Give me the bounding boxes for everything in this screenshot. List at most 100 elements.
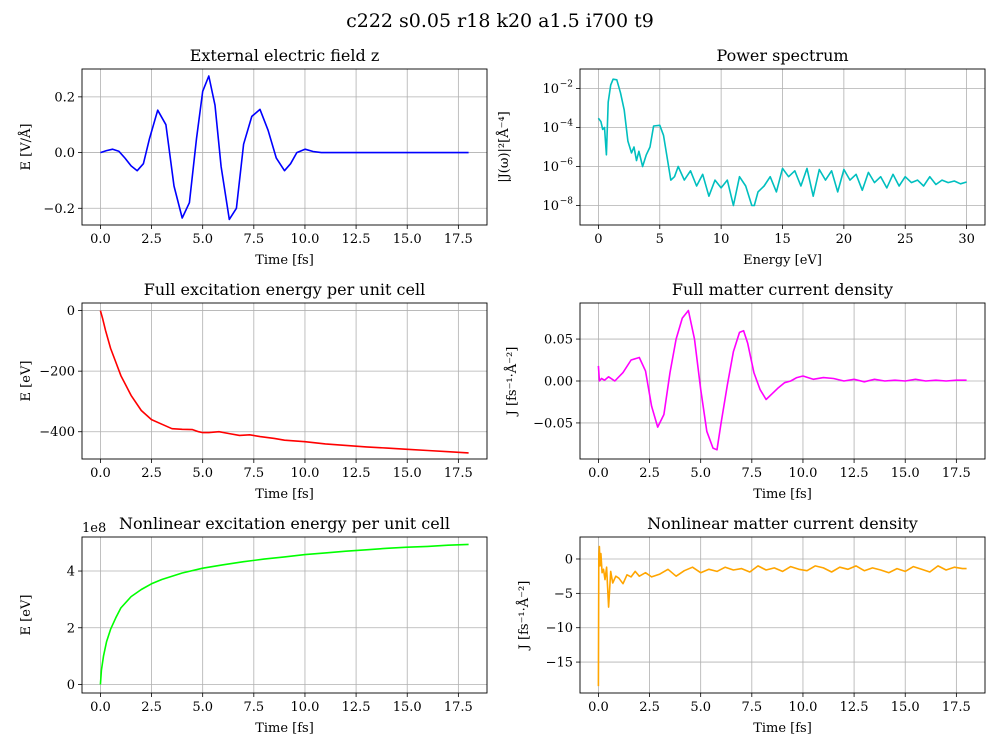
x-tick-label: 0.0 <box>588 700 609 715</box>
x-tick-label: 10.0 <box>788 700 817 715</box>
x-tick-label: 17.5 <box>444 232 473 247</box>
x-tick-label: 5.0 <box>192 232 213 247</box>
y-tick-label: 0 <box>565 552 573 567</box>
x-axis-label: Energy [eV] <box>743 253 822 268</box>
subplot-0: 0.0 2.5 5.0 7.5 10.0 12.5 15.0 17.5 −0.2 0.0 0.2 Ex… <box>18 46 487 268</box>
x-tick-label: 7.5 <box>243 232 264 247</box>
subplot-title: Full excitation energy per unit cell <box>144 280 425 299</box>
x-tick-label: 25 <box>897 232 914 247</box>
x-tick-label: 10.0 <box>290 466 319 481</box>
x-tick-label: 7.5 <box>741 700 762 715</box>
x-tick-label: 5.0 <box>690 700 711 715</box>
series-line-0 <box>598 311 966 450</box>
y-tick-label: 4 <box>67 565 75 580</box>
series-line-0 <box>100 544 468 684</box>
x-tick-label: 15.0 <box>891 466 920 481</box>
axes-frame <box>82 303 487 459</box>
x-tick-label: 17.5 <box>942 700 971 715</box>
y-tick-exponent: −6 <box>560 158 574 168</box>
y-axis-label: E [eV] <box>19 595 34 636</box>
x-tick-label: 0 <box>594 232 602 247</box>
series-line-0 <box>100 76 468 219</box>
x-axis-label: Time [fs] <box>255 253 314 268</box>
subplot-2: 0.0 2.5 5.0 7.5 10.0 12.5 15.0 17.5 −400 −200 0 Ful… <box>19 280 487 502</box>
y-tick-label: 0 <box>67 304 75 319</box>
x-tick-label: 17.5 <box>444 700 473 715</box>
x-tick-label: 0.0 <box>90 232 111 247</box>
y-tick-exponent: −2 <box>560 80 573 90</box>
x-axis-label: Time [fs] <box>753 721 812 736</box>
y-tick-label: −0.2 <box>43 202 75 217</box>
x-tick-label: 20 <box>836 232 853 247</box>
x-tick-label: 15.0 <box>393 700 422 715</box>
subplot-4: 0.0 2.5 5.0 7.5 10.0 12.5 15.0 17.5024Nonlinear… <box>19 514 487 736</box>
x-tick-label: 12.5 <box>840 466 869 481</box>
x-tick-label: 5.0 <box>192 466 213 481</box>
x-axis-label: Time [fs] <box>255 487 314 502</box>
x-tick-label: 2.5 <box>141 232 162 247</box>
y-tick-label: 10 <box>542 121 559 136</box>
y-tick-label: 0 <box>67 678 75 693</box>
x-tick-label: 15.0 <box>393 232 422 247</box>
y-tick-label: 10 <box>542 160 559 175</box>
y-axis-label: |J(ω)|²[Å⁻⁴] <box>496 111 512 183</box>
y-tick-label: 0.2 <box>54 90 75 105</box>
y-axis-label: J [fs⁻¹·Å⁻²] <box>516 581 532 652</box>
x-tick-label: 2.5 <box>141 466 162 481</box>
subplot-title: Power spectrum <box>716 46 848 65</box>
y-tick-exponent: −4 <box>560 119 574 129</box>
x-tick-label: 7.5 <box>243 466 264 481</box>
y-tick-label: 10 <box>542 199 559 214</box>
x-tick-label: 10.0 <box>788 466 817 481</box>
x-tick-label: 10.0 <box>290 232 319 247</box>
x-tick-label: 17.5 <box>942 466 971 481</box>
y-tick-exponent: −8 <box>560 197 574 207</box>
axis-offset-label: 1e8 <box>82 521 106 536</box>
axes-frame <box>82 69 487 225</box>
x-tick-label: 30 <box>958 232 975 247</box>
y-tick-label: −200 <box>39 365 75 380</box>
y-tick-label: 0.05 <box>544 333 573 348</box>
x-tick-label: 15.0 <box>393 466 422 481</box>
x-tick-label: 2.5 <box>639 700 660 715</box>
subplot-title: Full matter current density <box>672 280 893 299</box>
x-tick-label: 2.5 <box>141 700 162 715</box>
axes-frame <box>580 537 985 693</box>
y-tick-label: 0.00 <box>544 375 573 390</box>
y-tick-label: −10 <box>546 621 573 636</box>
y-tick-label: −15 <box>546 656 573 671</box>
axes-frame <box>82 537 487 693</box>
x-tick-label: 0.0 <box>90 466 111 481</box>
x-tick-label: 7.5 <box>243 700 264 715</box>
y-tick-label: 10 <box>542 82 559 97</box>
x-tick-label: 5.0 <box>192 700 213 715</box>
y-tick-label: −400 <box>39 425 75 440</box>
x-tick-label: 5 <box>656 232 664 247</box>
y-tick-label: −0.05 <box>533 416 573 431</box>
x-tick-label: 0.0 <box>90 700 111 715</box>
y-tick-label: −5 <box>554 587 573 602</box>
subplot-5: 0.0 2.5 5.0 7.5 10.0 12.5 15.0 17.5 −15 −10 −5 0 Non… <box>516 514 985 736</box>
x-axis-label: Time [fs] <box>753 487 812 502</box>
subplot-title: Nonlinear matter current density <box>647 514 918 533</box>
y-tick-label: 2 <box>67 621 75 636</box>
x-tick-label: 12.5 <box>342 700 371 715</box>
subplot-3: 0.0 2.5 5.0 7.5 10.0 12.5 15.0 17.5−0.050.000.0… <box>504 280 985 502</box>
x-tick-label: 17.5 <box>444 466 473 481</box>
x-tick-label: 10 <box>713 232 730 247</box>
x-tick-label: 0.0 <box>588 466 609 481</box>
subplot-title: Nonlinear excitation energy per unit cel… <box>119 514 450 533</box>
y-axis-label: J [fs⁻¹·Å⁻²] <box>504 347 520 418</box>
x-tick-label: 2.5 <box>639 466 660 481</box>
x-tick-label: 12.5 <box>342 466 371 481</box>
x-tick-label: 12.5 <box>840 700 869 715</box>
x-tick-label: 15 <box>774 232 791 247</box>
y-axis-label: E [eV] <box>19 361 34 402</box>
y-tick-label: 0.0 <box>54 146 75 161</box>
x-tick-label: 12.5 <box>342 232 371 247</box>
x-tick-label: 5.0 <box>690 466 711 481</box>
series-line-0 <box>598 547 966 687</box>
x-tick-label: 15.0 <box>891 700 920 715</box>
